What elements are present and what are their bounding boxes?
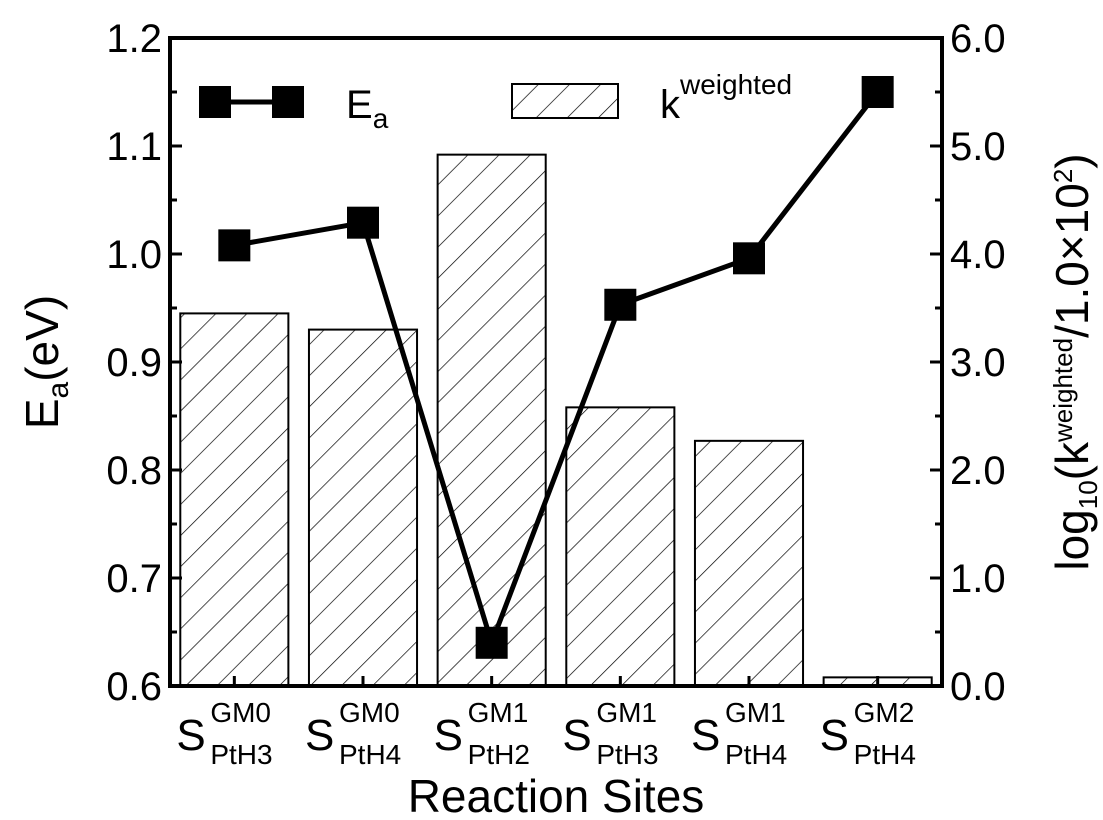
category-label-1: S GM0 PtH4 bbox=[305, 697, 401, 770]
category-sup: GM1 bbox=[468, 697, 529, 728]
category-sub: PtH3 bbox=[210, 739, 272, 770]
legend-line-label: Ea bbox=[346, 83, 389, 134]
y-axis-title: Ea(eV) bbox=[16, 295, 75, 429]
ticks-layer: 0.6 0.0 0.7 1.0 0.8 2.0 0.9 3.0 1.0 4.0 1.1 5.0 1.2 6… bbox=[106, 17, 1005, 709]
category-sup: GM1 bbox=[596, 697, 657, 728]
y-tick-label: 0.6 bbox=[106, 665, 162, 709]
ea-point-4 bbox=[733, 242, 765, 275]
category-base: S bbox=[176, 711, 205, 760]
category-label-4: S GM1 PtH4 bbox=[691, 697, 787, 770]
ea-point-1 bbox=[347, 206, 379, 239]
legend-bar-label: kweighted bbox=[660, 69, 792, 127]
y2-axis-title: log10(kweighted/1.0×102) bbox=[1046, 153, 1103, 570]
category-base: S bbox=[562, 711, 591, 760]
category-sub: PtH2 bbox=[468, 739, 530, 770]
category-base: S bbox=[434, 711, 463, 760]
category-sup: GM0 bbox=[210, 697, 271, 728]
category-label-0: S GM0 PtH3 bbox=[176, 697, 272, 770]
category-sup: GM2 bbox=[854, 697, 915, 728]
y-tick-label: 1.0 bbox=[106, 233, 162, 277]
ea-point-2 bbox=[475, 626, 508, 659]
category-sub: PtH3 bbox=[596, 739, 658, 770]
category-sup: GM1 bbox=[725, 697, 786, 728]
category-sup: GM0 bbox=[339, 697, 400, 728]
category-sub: PtH4 bbox=[339, 739, 401, 770]
legend-marker bbox=[272, 86, 304, 118]
category-base: S bbox=[691, 711, 720, 760]
y-tick-label: 0.9 bbox=[106, 341, 162, 385]
ea-point-5 bbox=[861, 76, 894, 108]
y2-tick-label: 2.0 bbox=[950, 449, 1006, 493]
y2-tick-label: 3.0 bbox=[950, 341, 1006, 385]
y2-tick-label: 0.0 bbox=[950, 665, 1006, 709]
ea-point-3 bbox=[604, 288, 637, 321]
bar-1 bbox=[307, 328, 419, 687]
y-tick-label: 0.7 bbox=[106, 557, 162, 601]
category-sub: PtH4 bbox=[725, 739, 787, 770]
y2-tick-label: 4.0 bbox=[950, 233, 1006, 277]
y2-tick-label: 5.0 bbox=[950, 125, 1006, 169]
x-axis-title: Reaction Sites bbox=[408, 770, 705, 820]
category-base: S bbox=[820, 711, 849, 760]
bar-2 bbox=[436, 153, 547, 687]
y-tick-label: 1.2 bbox=[106, 17, 162, 61]
y2-tick-label: 1.0 bbox=[950, 557, 1006, 601]
category-label-3: S GM1 PtH3 bbox=[562, 697, 658, 770]
bar-0 bbox=[179, 312, 290, 687]
bar-4 bbox=[693, 439, 805, 687]
category-sub: PtH4 bbox=[854, 739, 916, 770]
y2-tick-label: 6.0 bbox=[950, 17, 1006, 61]
y-tick-label: 1.1 bbox=[106, 125, 162, 169]
legend-bar-swatch bbox=[511, 83, 619, 119]
bar-3 bbox=[565, 406, 676, 687]
category-label-2: S GM1 PtH2 bbox=[434, 697, 530, 770]
category-label-5: S GM2 PtH4 bbox=[820, 697, 916, 770]
legend-marker bbox=[199, 86, 231, 118]
ea-point-0 bbox=[218, 229, 251, 262]
y-tick-label: 0.8 bbox=[106, 449, 162, 493]
category-base: S bbox=[305, 711, 334, 760]
line-layer bbox=[218, 76, 894, 659]
legend: Ea kweighted bbox=[199, 69, 792, 134]
ea-line bbox=[233, 90, 880, 651]
